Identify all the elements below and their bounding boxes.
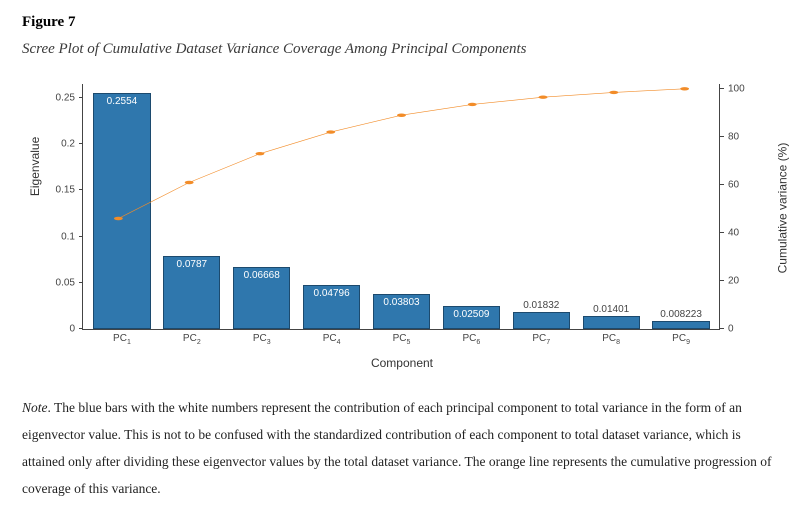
y-left-tick: 0.15 [56, 185, 75, 196]
figure-title: Scree Plot of Cumulative Dataset Varianc… [22, 41, 780, 58]
line-marker [397, 114, 406, 117]
x-tick: PC1 [113, 329, 131, 346]
y-right-tick: 60 [728, 179, 739, 190]
y-left-tick: 0.05 [56, 277, 75, 288]
line-marker [468, 103, 477, 106]
y-right-tick: 100 [728, 83, 745, 94]
x-tick: PC9 [672, 329, 690, 346]
x-tick: PC7 [532, 329, 550, 346]
y-left-tick: 0.25 [56, 92, 75, 103]
y-left-axis-label: Eigenvalue [28, 137, 42, 196]
x-axis-label: Component [22, 356, 782, 370]
y-right-tick: 80 [728, 131, 739, 142]
scree-plot-chart: 0.2554PC10.0787PC20.06668PC30.04796PC40.… [22, 76, 782, 376]
line-marker [609, 91, 618, 94]
x-tick: PC4 [323, 329, 341, 346]
x-tick: PC3 [253, 329, 271, 346]
x-tick: PC5 [393, 329, 411, 346]
x-tick: PC8 [602, 329, 620, 346]
y-right-tick: 40 [728, 227, 739, 238]
note-body: . The blue bars with the white numbers r… [22, 400, 771, 496]
cumulative-line-layer [83, 84, 720, 329]
line-marker [185, 181, 194, 184]
y-right-axis-label: Cumulative variance (%) [776, 143, 790, 274]
y-left-tick: 0.1 [61, 231, 75, 242]
note-lead: Note [22, 400, 48, 415]
line-marker [255, 152, 264, 155]
x-tick: PC6 [462, 329, 480, 346]
line-marker [326, 130, 335, 133]
x-tick: PC2 [183, 329, 201, 346]
cumulative-line [118, 89, 684, 219]
figure-number: Figure 7 [22, 14, 780, 31]
figure-note: Note. The blue bars with the white numbe… [22, 394, 780, 502]
y-left-tick: 0.2 [61, 139, 75, 150]
line-marker [680, 87, 689, 90]
y-left-tick: 0 [69, 324, 75, 335]
line-marker [114, 217, 123, 220]
line-marker [539, 95, 548, 98]
y-right-tick: 0 [728, 324, 734, 335]
y-right-tick: 20 [728, 275, 739, 286]
